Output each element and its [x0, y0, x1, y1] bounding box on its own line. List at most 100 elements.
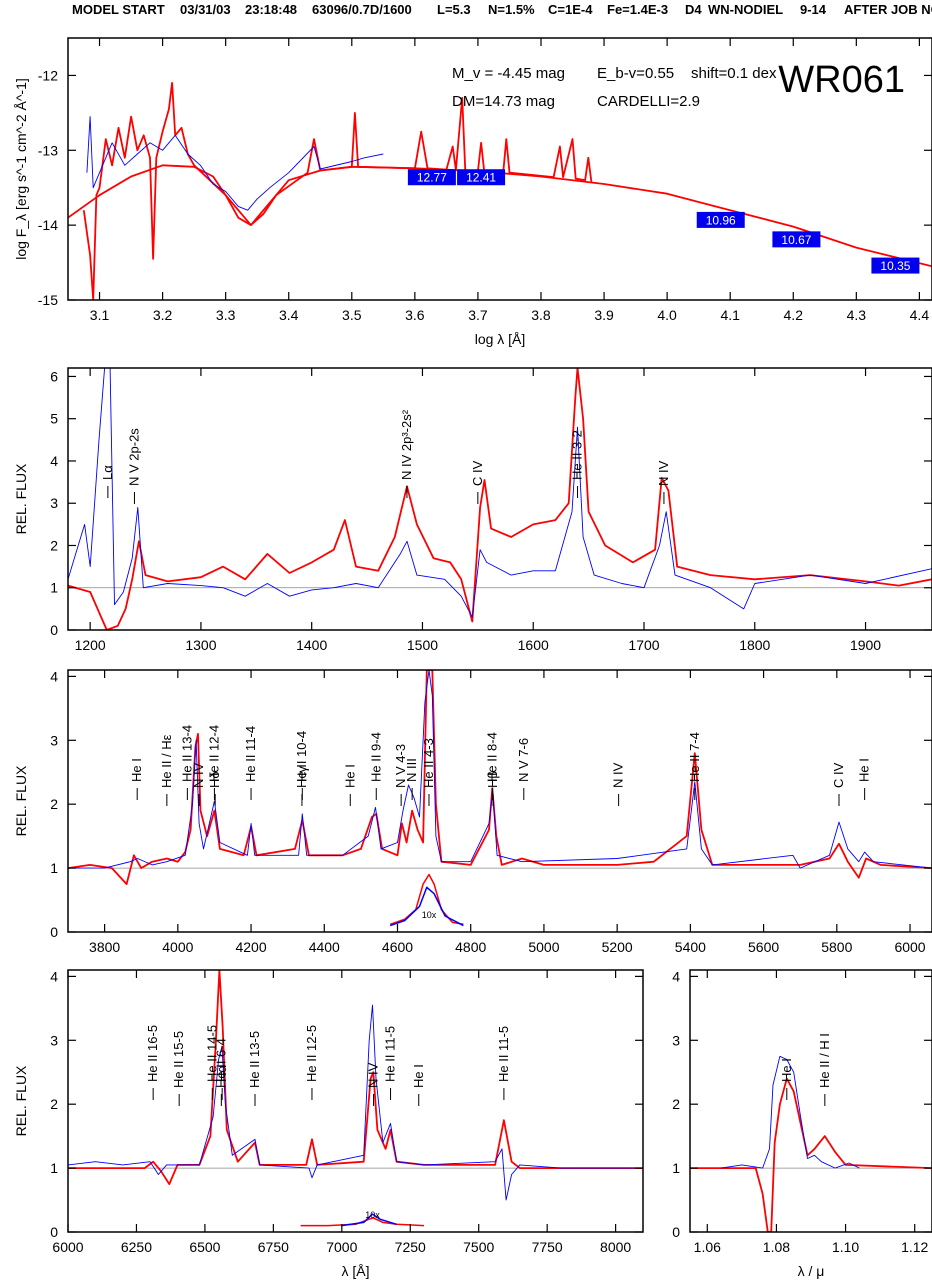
- line-id-label: He II 12-4: [206, 725, 221, 782]
- y-tick-label: -15: [38, 292, 58, 308]
- photometry-box-bg: [696, 211, 745, 228]
- line-id-he-ii-h-i: He II / H I: [817, 1033, 832, 1106]
- line-id-c-iv: C IV: [831, 762, 846, 806]
- header-model-id: 63096/0.7D/1600: [312, 2, 412, 17]
- line-id-he-ii-12-5: He II 12-5: [304, 1025, 319, 1100]
- line-id-n-iv-2p-2s-: N IV 2p³-2s²: [399, 409, 414, 498]
- photometry-box: 10.96: [696, 211, 745, 228]
- y-tick-label: 1: [50, 1160, 58, 1176]
- x-tick-label: 1.06: [694, 1239, 721, 1255]
- panel-uv: 1200 1300 1400 1500 1600 1700 1800 1900 0 1 2 3 4 5 6 R…: [13, 367, 932, 653]
- series-model-10x-line: [300, 1217, 425, 1227]
- line-id-n-iv: N IV: [366, 1062, 381, 1106]
- line-id-label: He II 10-4: [294, 731, 309, 788]
- photometry-box-bg: [871, 257, 920, 274]
- line-id-n-iv: N IV: [611, 762, 626, 806]
- y-tick-label: 5: [50, 411, 58, 427]
- line-id-label: He II 9-4: [368, 732, 383, 782]
- x-tick-label: 4800: [455, 939, 486, 955]
- x-tick-label: 7500: [463, 1239, 494, 1255]
- line-id-he-ii-11-5: He II 11-5: [496, 1026, 511, 1100]
- y-tick-label: 0: [50, 924, 58, 940]
- line-id-n-v-4-3: N V 4-3: [393, 744, 408, 806]
- inset-scale-label: 10x: [365, 1210, 380, 1220]
- panel-sed: 3.1 3.2 3.3 3.4 3.5 3.6 3.7 3.8 3.9 4.0 4.1 4.2 4.3 4…: [13, 37, 932, 347]
- photometry-magnitude: 10.35: [880, 259, 910, 273]
- y-tick-label: 2: [50, 537, 58, 553]
- x-tick-label: 7750: [532, 1239, 563, 1255]
- panel-optical: 3800 4000 4200 4400 4600 4800 5000 5200 5400 5600…: [13, 668, 932, 955]
- line-id-he-i: He I: [779, 1058, 794, 1100]
- plot-frame: [67, 367, 932, 631]
- line-id-he-i: He I: [129, 758, 144, 800]
- x-tick-label: 3.7: [468, 307, 488, 323]
- y-tick-label: 3: [50, 732, 58, 748]
- line-id-l-: Lα: [100, 465, 115, 498]
- x-tick-label: 7000: [326, 1239, 357, 1255]
- x-tick-label: 5200: [602, 939, 633, 955]
- y-tick-label: 6: [50, 368, 58, 384]
- header-range: 9-14: [800, 2, 827, 17]
- series-group: [68, 670, 932, 927]
- y-tick-label: 1: [672, 1160, 680, 1176]
- series-observed-10x-line: [389, 886, 464, 927]
- series-group: [68, 82, 932, 300]
- x-tick-label: 6000: [894, 939, 925, 955]
- series-model-lines-line: [82, 82, 593, 300]
- chart-title: WR061: [778, 59, 905, 101]
- x-tick-label: 6500: [189, 1239, 220, 1255]
- x-tick-label: 3.5: [342, 307, 362, 323]
- line-id-n-iii: N III: [404, 758, 419, 800]
- plot-frame: [67, 37, 932, 301]
- y-tick-label: 3: [672, 1032, 680, 1048]
- x-axis-label: λ / μ: [798, 1263, 825, 1279]
- line-id-label: He II 11-5: [496, 1026, 511, 1082]
- line-id-label: He II 6-4: [213, 1038, 228, 1088]
- y-tick-label: -12: [38, 67, 58, 83]
- inset-scale-label: 10x: [422, 910, 437, 920]
- x-tick-label: 3.6: [405, 307, 425, 323]
- annotation-dm: DM=14.73 mag: [452, 93, 555, 110]
- line-id-label: Hβ: [485, 771, 500, 788]
- x-tick-label: 1200: [75, 637, 106, 653]
- line-id-label: He I: [129, 758, 144, 782]
- y-axis-label: log F_λ [erg s^-1 cm^-2 Å^-1]: [13, 78, 29, 260]
- x-tick-label: 4600: [382, 939, 413, 955]
- header-depth-id: D4: [685, 2, 702, 17]
- x-tick-label: 3.8: [531, 307, 551, 323]
- x-tick-label: 1800: [739, 637, 770, 653]
- line-id-h-: Hβ: [485, 771, 500, 806]
- x-tick-label: 3.1: [90, 307, 110, 323]
- line-id-label: He II 16-5: [145, 1025, 160, 1082]
- series-group: [68, 368, 932, 630]
- photometry-magnitude: 10.67: [781, 233, 811, 247]
- line-id-c-iv: C IV: [470, 460, 485, 504]
- x-tick-label: 3800: [89, 939, 120, 955]
- series-group: [690, 1055, 932, 1232]
- line-id-n-v-2p-2s: N V 2p-2s: [126, 428, 141, 504]
- x-tick-label: 5800: [821, 939, 852, 955]
- y-tick-label: -13: [38, 142, 58, 158]
- header-carbon: C=1E-4: [548, 2, 593, 17]
- series-model-continuum-line: [68, 164, 932, 268]
- line-id-n-iv: N IV: [656, 460, 671, 504]
- line-id-he-ii-14-5: He II 14-5: [204, 1025, 219, 1100]
- annotation-ebv: E_b-v=0.55: [597, 65, 674, 82]
- line-id-label: He II / H I: [817, 1033, 832, 1088]
- line-id-h-: Hγ: [294, 766, 309, 800]
- model-header: MODEL START 03/31/03 23:18:48 63096/0.7D…: [0, 0, 932, 22]
- series-observed-line: [68, 368, 932, 618]
- x-tick-label: 3.4: [279, 307, 299, 323]
- panel-red: 6000 6250 6500 6750 7000 7250 7500 7750 8000 0 1 2 3…: [13, 968, 644, 1279]
- line-id-label: He II / Hε: [159, 734, 174, 788]
- x-tick-label: 4400: [309, 939, 340, 955]
- line-id-label: Lα: [100, 465, 115, 480]
- x-tick-label: 6750: [258, 1239, 289, 1255]
- series-model-line: [68, 670, 932, 885]
- x-tick-label: 1300: [185, 637, 216, 653]
- x-tick-label: 6000: [52, 1239, 83, 1255]
- y-tick-label: 0: [50, 1224, 58, 1240]
- line-id-label: Hα: [214, 1065, 229, 1082]
- y-tick-label: 4: [672, 968, 680, 984]
- line-id-label: N III: [404, 758, 419, 782]
